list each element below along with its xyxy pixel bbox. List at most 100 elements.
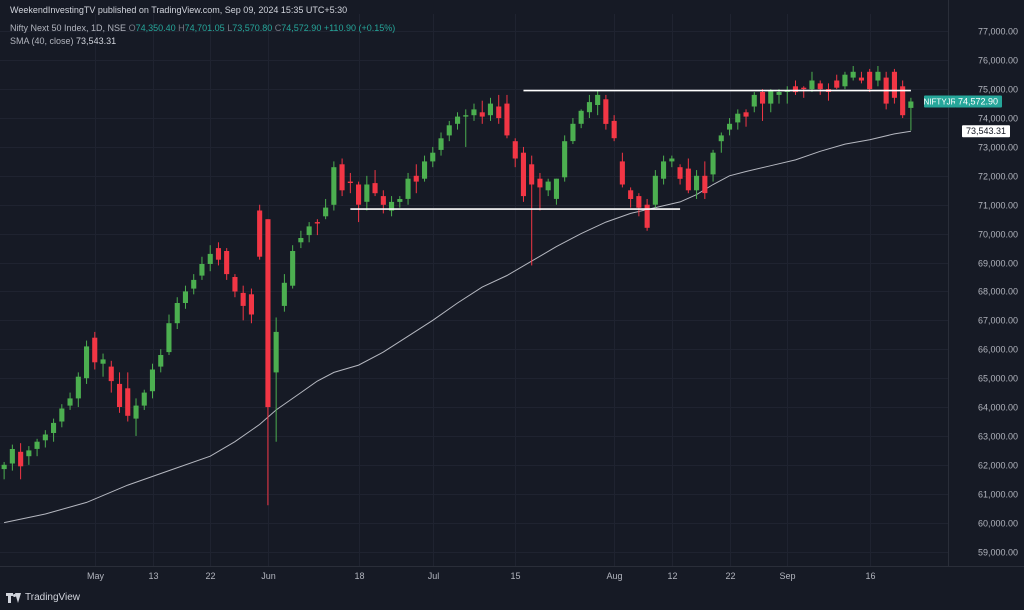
candle-body	[858, 77, 864, 81]
candle-body	[430, 152, 436, 162]
candle-down	[232, 274, 238, 298]
open-value: 74,350.40	[135, 23, 176, 33]
candle-up	[141, 389, 147, 410]
candle-down	[356, 181, 362, 223]
y-tick-label: 66,000.00	[978, 345, 1018, 355]
low-value: 73,570.80	[232, 23, 273, 33]
candle-up	[149, 363, 155, 399]
candle-body	[867, 71, 873, 90]
candle-up	[768, 89, 774, 113]
candle-body	[908, 101, 914, 108]
candle-up	[430, 146, 436, 168]
candle-body	[158, 355, 164, 367]
candle-body	[471, 109, 477, 116]
sma-price-text: 73,543.31	[966, 126, 1006, 136]
candle-up	[586, 94, 592, 119]
candle-body	[611, 120, 617, 139]
candle-down	[224, 248, 230, 280]
candle-body	[529, 164, 535, 185]
candle-body	[702, 175, 708, 194]
sma-legend[interactable]: SMA (40, close) 73,543.31	[10, 36, 116, 46]
y-tick-label: 72,000.00	[978, 172, 1018, 182]
candle-up	[166, 314, 172, 356]
candle-up	[438, 132, 444, 156]
candle-up	[306, 222, 312, 243]
candle-body	[479, 112, 485, 117]
candle-down	[520, 146, 526, 202]
x-tick-label: 18	[354, 571, 364, 581]
y-tick-label: 69,000.00	[978, 259, 1018, 269]
candle-up	[471, 103, 477, 121]
candle-up	[570, 118, 576, 145]
candle-body	[900, 86, 906, 116]
candle-body	[570, 123, 576, 142]
candle-up	[67, 392, 73, 410]
sma-path	[3, 130, 911, 524]
candle-up	[59, 404, 65, 428]
candle-body	[636, 196, 642, 208]
candle-up	[158, 349, 164, 373]
candle-down	[215, 242, 221, 266]
publisher-line: WeekendInvestingTV published on TradingV…	[10, 5, 348, 15]
candle-up	[51, 418, 57, 442]
candle-body	[182, 291, 188, 303]
sma-value: 73,543.31	[76, 36, 117, 46]
candle-down	[347, 172, 353, 194]
last-price-box	[955, 95, 1002, 108]
candle-down	[125, 372, 131, 422]
close-label: C	[274, 23, 282, 33]
candle-up	[1, 461, 7, 480]
candle-body	[553, 178, 559, 199]
low-label: L	[227, 23, 233, 33]
candle-up	[42, 430, 48, 448]
candle-body	[100, 359, 106, 364]
candle-down	[867, 68, 873, 93]
candle-up	[133, 398, 139, 436]
high-value: 74,701.05	[184, 23, 225, 33]
candle-body	[339, 164, 345, 191]
candle-up	[776, 89, 782, 104]
symbol-tag-text: NIFTYJR	[924, 97, 957, 106]
candle-up	[323, 198, 329, 220]
y-tick-label: 64,000.00	[978, 403, 1018, 413]
candle-down	[677, 164, 683, 185]
candle-body	[380, 196, 386, 205]
candle-up	[652, 170, 658, 208]
candle-body	[257, 210, 263, 257]
tradingview-logo[interactable]: TradingView	[6, 592, 80, 603]
candle-up	[727, 118, 733, 136]
candle-body	[26, 450, 32, 457]
candle-body	[397, 199, 403, 202]
horizontal-lines	[350, 89, 911, 210]
candle-up	[26, 446, 32, 465]
candle-body	[92, 337, 98, 363]
candle-up	[273, 317, 279, 442]
candle-up	[735, 109, 741, 130]
candle-body	[694, 175, 700, 191]
candle-body	[760, 92, 766, 104]
candle-up	[397, 196, 403, 208]
candle-up	[405, 172, 411, 205]
candle-body	[356, 184, 362, 205]
candle-body	[743, 112, 749, 117]
candle-body	[455, 116, 461, 124]
candle-body	[652, 175, 658, 205]
y-tick-label: 77,000.00	[978, 27, 1018, 37]
candle-down	[537, 172, 543, 211]
candle-body	[232, 277, 238, 292]
candle-body	[619, 161, 625, 185]
candle-body	[240, 292, 246, 306]
y-tick-label: 62,000.00	[978, 461, 1018, 471]
candle-up	[422, 155, 428, 182]
x-tick-label: 16	[865, 571, 875, 581]
candle-body	[108, 366, 114, 382]
y-tick-label: 74,000.00	[978, 114, 1018, 124]
candle-body	[265, 219, 271, 408]
candle-down	[339, 158, 345, 197]
sma-price-box	[962, 125, 1010, 138]
candle-body	[347, 181, 353, 183]
candle-body	[166, 323, 172, 353]
candle-body	[735, 113, 741, 123]
grid	[0, 14, 948, 566]
